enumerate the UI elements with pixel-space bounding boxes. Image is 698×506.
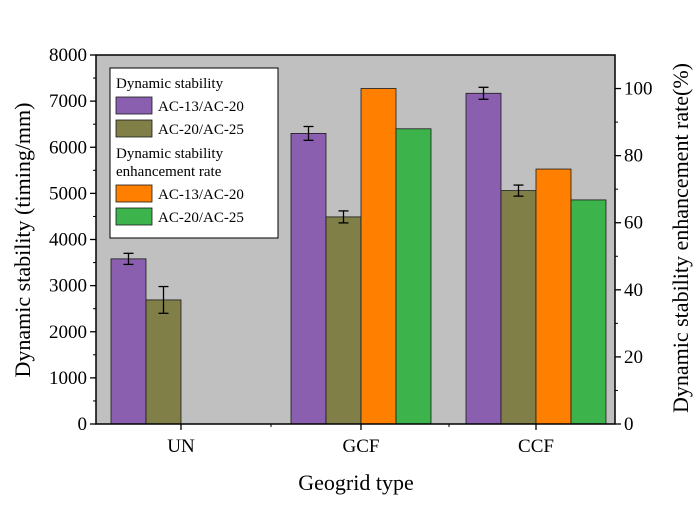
legend-group-title: Dynamic stability xyxy=(116,76,224,92)
y-tick-label: 5000 xyxy=(49,183,87,204)
y-tick-label: 8000 xyxy=(49,45,87,66)
legend-swatch xyxy=(115,207,153,226)
axes-layer: 0 1000 2000 3000 4000 5000 6000 7000 8000 0 20 40 60… xyxy=(49,45,653,457)
bar-stability-ac-13-ac-20-gcf xyxy=(290,133,327,425)
y-tick-label: 6000 xyxy=(49,137,87,158)
y-tick-label: 7000 xyxy=(49,91,87,112)
y-tick-label: 4000 xyxy=(49,230,87,251)
bars-layer xyxy=(110,86,607,425)
x-axis-title: Geogrid type xyxy=(298,470,413,495)
legend: Dynamic stability AC-13/AC-20 AC-20/AC-25 D… xyxy=(109,67,279,239)
y-axis-title: Dynamic stability (timing/mm) xyxy=(10,103,35,378)
y-tick-label: 2000 xyxy=(49,322,87,343)
y2-tick-label: 60 xyxy=(624,213,643,234)
y2-tick-label: 0 xyxy=(624,414,634,435)
y-tick-label: 1000 xyxy=(49,368,87,389)
y2-axis-title: Dynamic stability enhancement rate(%) xyxy=(668,63,693,413)
legend-entry-label: AC-20/AC-25 xyxy=(158,122,244,138)
legend-swatch xyxy=(115,96,153,115)
legend-group-title: enhancement rate xyxy=(116,164,222,180)
bar-stability-ac-13-ac-20-ccf xyxy=(465,92,502,425)
legend-group-title: Dynamic stability xyxy=(116,146,224,162)
y-tick-label: 3000 xyxy=(49,276,87,297)
bar-rate-ac-13-ac-20-ccf xyxy=(535,168,572,425)
bar-stability-ac-20-ac-25-gcf xyxy=(325,216,362,425)
bar-stability-ac-13-ac-20-un xyxy=(110,258,147,425)
y2-tick-label: 80 xyxy=(624,146,643,167)
legend-swatch xyxy=(115,119,153,138)
bar-rate-ac-13-ac-20-gcf xyxy=(360,88,397,425)
y2-tick-label: 20 xyxy=(624,347,643,368)
legend-swatch xyxy=(115,184,153,203)
y2-tick-label: 40 xyxy=(624,280,643,301)
bar-rate-ac-20-ac-25-ccf xyxy=(570,199,607,425)
x-tick-label: GCF xyxy=(343,436,380,457)
x-tick-label: CCF xyxy=(518,436,554,457)
y2-tick-label: 100 xyxy=(624,79,653,100)
bar-rate-ac-20-ac-25-gcf xyxy=(395,128,432,425)
legend-entry-label: AC-13/AC-20 xyxy=(158,187,244,203)
legend-entry-label: AC-20/AC-25 xyxy=(158,210,244,226)
x-tick-label: UN xyxy=(167,436,195,457)
bar-stability-ac-20-ac-25-un xyxy=(145,299,182,425)
y-tick-label: 0 xyxy=(78,414,88,435)
bar-stability-ac-20-ac-25-ccf xyxy=(500,190,537,425)
legend-entry-label: AC-13/AC-20 xyxy=(158,99,244,115)
